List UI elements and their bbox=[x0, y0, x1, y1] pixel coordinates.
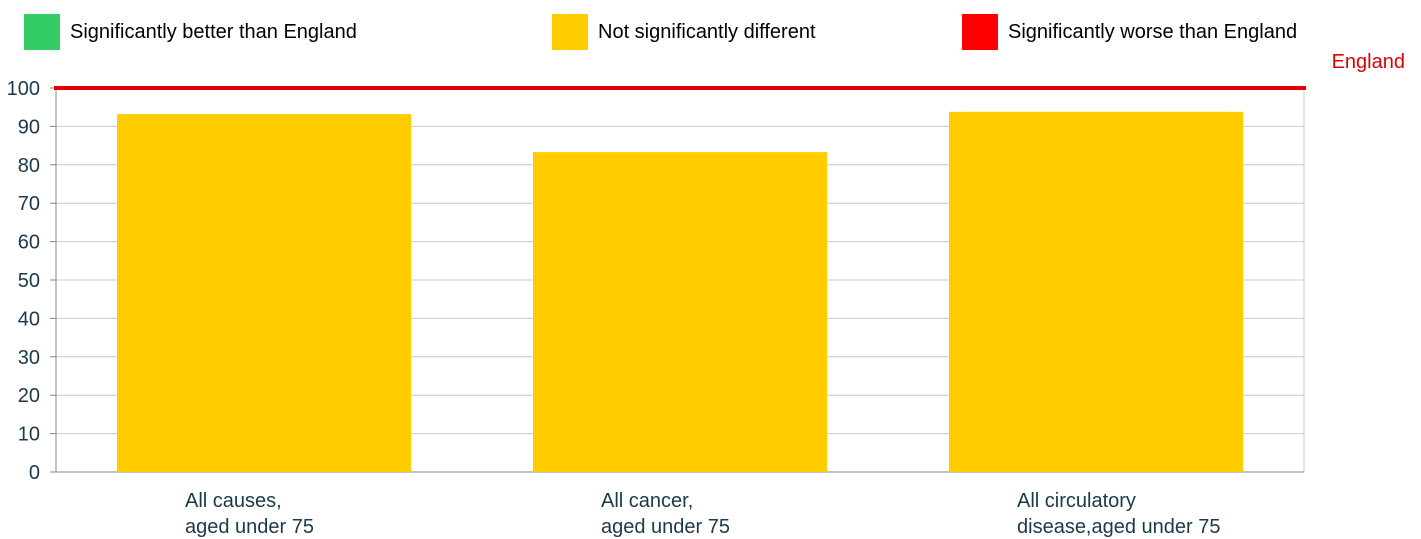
x-tick-label: All circulatory bbox=[1017, 490, 1136, 512]
legend-swatch-worse bbox=[962, 14, 998, 50]
x-tick-label: All causes, bbox=[185, 490, 282, 512]
legend-label-not-different: Not significantly different bbox=[598, 20, 816, 43]
y-tick-label: 20 bbox=[18, 385, 40, 407]
x-tick-label: disease,aged under 75 bbox=[1017, 516, 1221, 538]
x-tick-label: aged under 75 bbox=[601, 516, 730, 538]
y-tick-label: 90 bbox=[18, 116, 40, 138]
x-tick-label: All cancer, bbox=[601, 490, 693, 512]
bar bbox=[533, 152, 827, 473]
legend-swatch-better bbox=[24, 14, 60, 50]
y-tick-label: 50 bbox=[18, 270, 40, 292]
y-tick-label: 60 bbox=[18, 232, 40, 254]
bar bbox=[117, 114, 411, 472]
y-tick-label: 0 bbox=[29, 462, 40, 484]
y-tick-label: 30 bbox=[18, 347, 40, 369]
legend-label-better: Significantly better than England bbox=[70, 20, 357, 43]
legend-item-not-different: Not significantly different bbox=[552, 14, 816, 50]
y-tick-label: 40 bbox=[18, 308, 40, 330]
bar bbox=[949, 111, 1243, 473]
x-tick-label: aged under 75 bbox=[185, 516, 314, 538]
legend-item-better: Significantly better than England bbox=[24, 14, 357, 50]
reference-line-label: England bbox=[1332, 51, 1405, 73]
y-tick-label: 10 bbox=[18, 424, 40, 446]
legend-label-worse: Significantly worse than England bbox=[1008, 20, 1298, 43]
y-tick-label: 70 bbox=[18, 193, 40, 215]
legend-swatch-not-different bbox=[552, 14, 588, 50]
legend-item-worse: Significantly worse than England bbox=[962, 14, 1297, 50]
y-tick-label: 80 bbox=[18, 155, 40, 177]
y-tick-label: 100 bbox=[7, 78, 40, 100]
